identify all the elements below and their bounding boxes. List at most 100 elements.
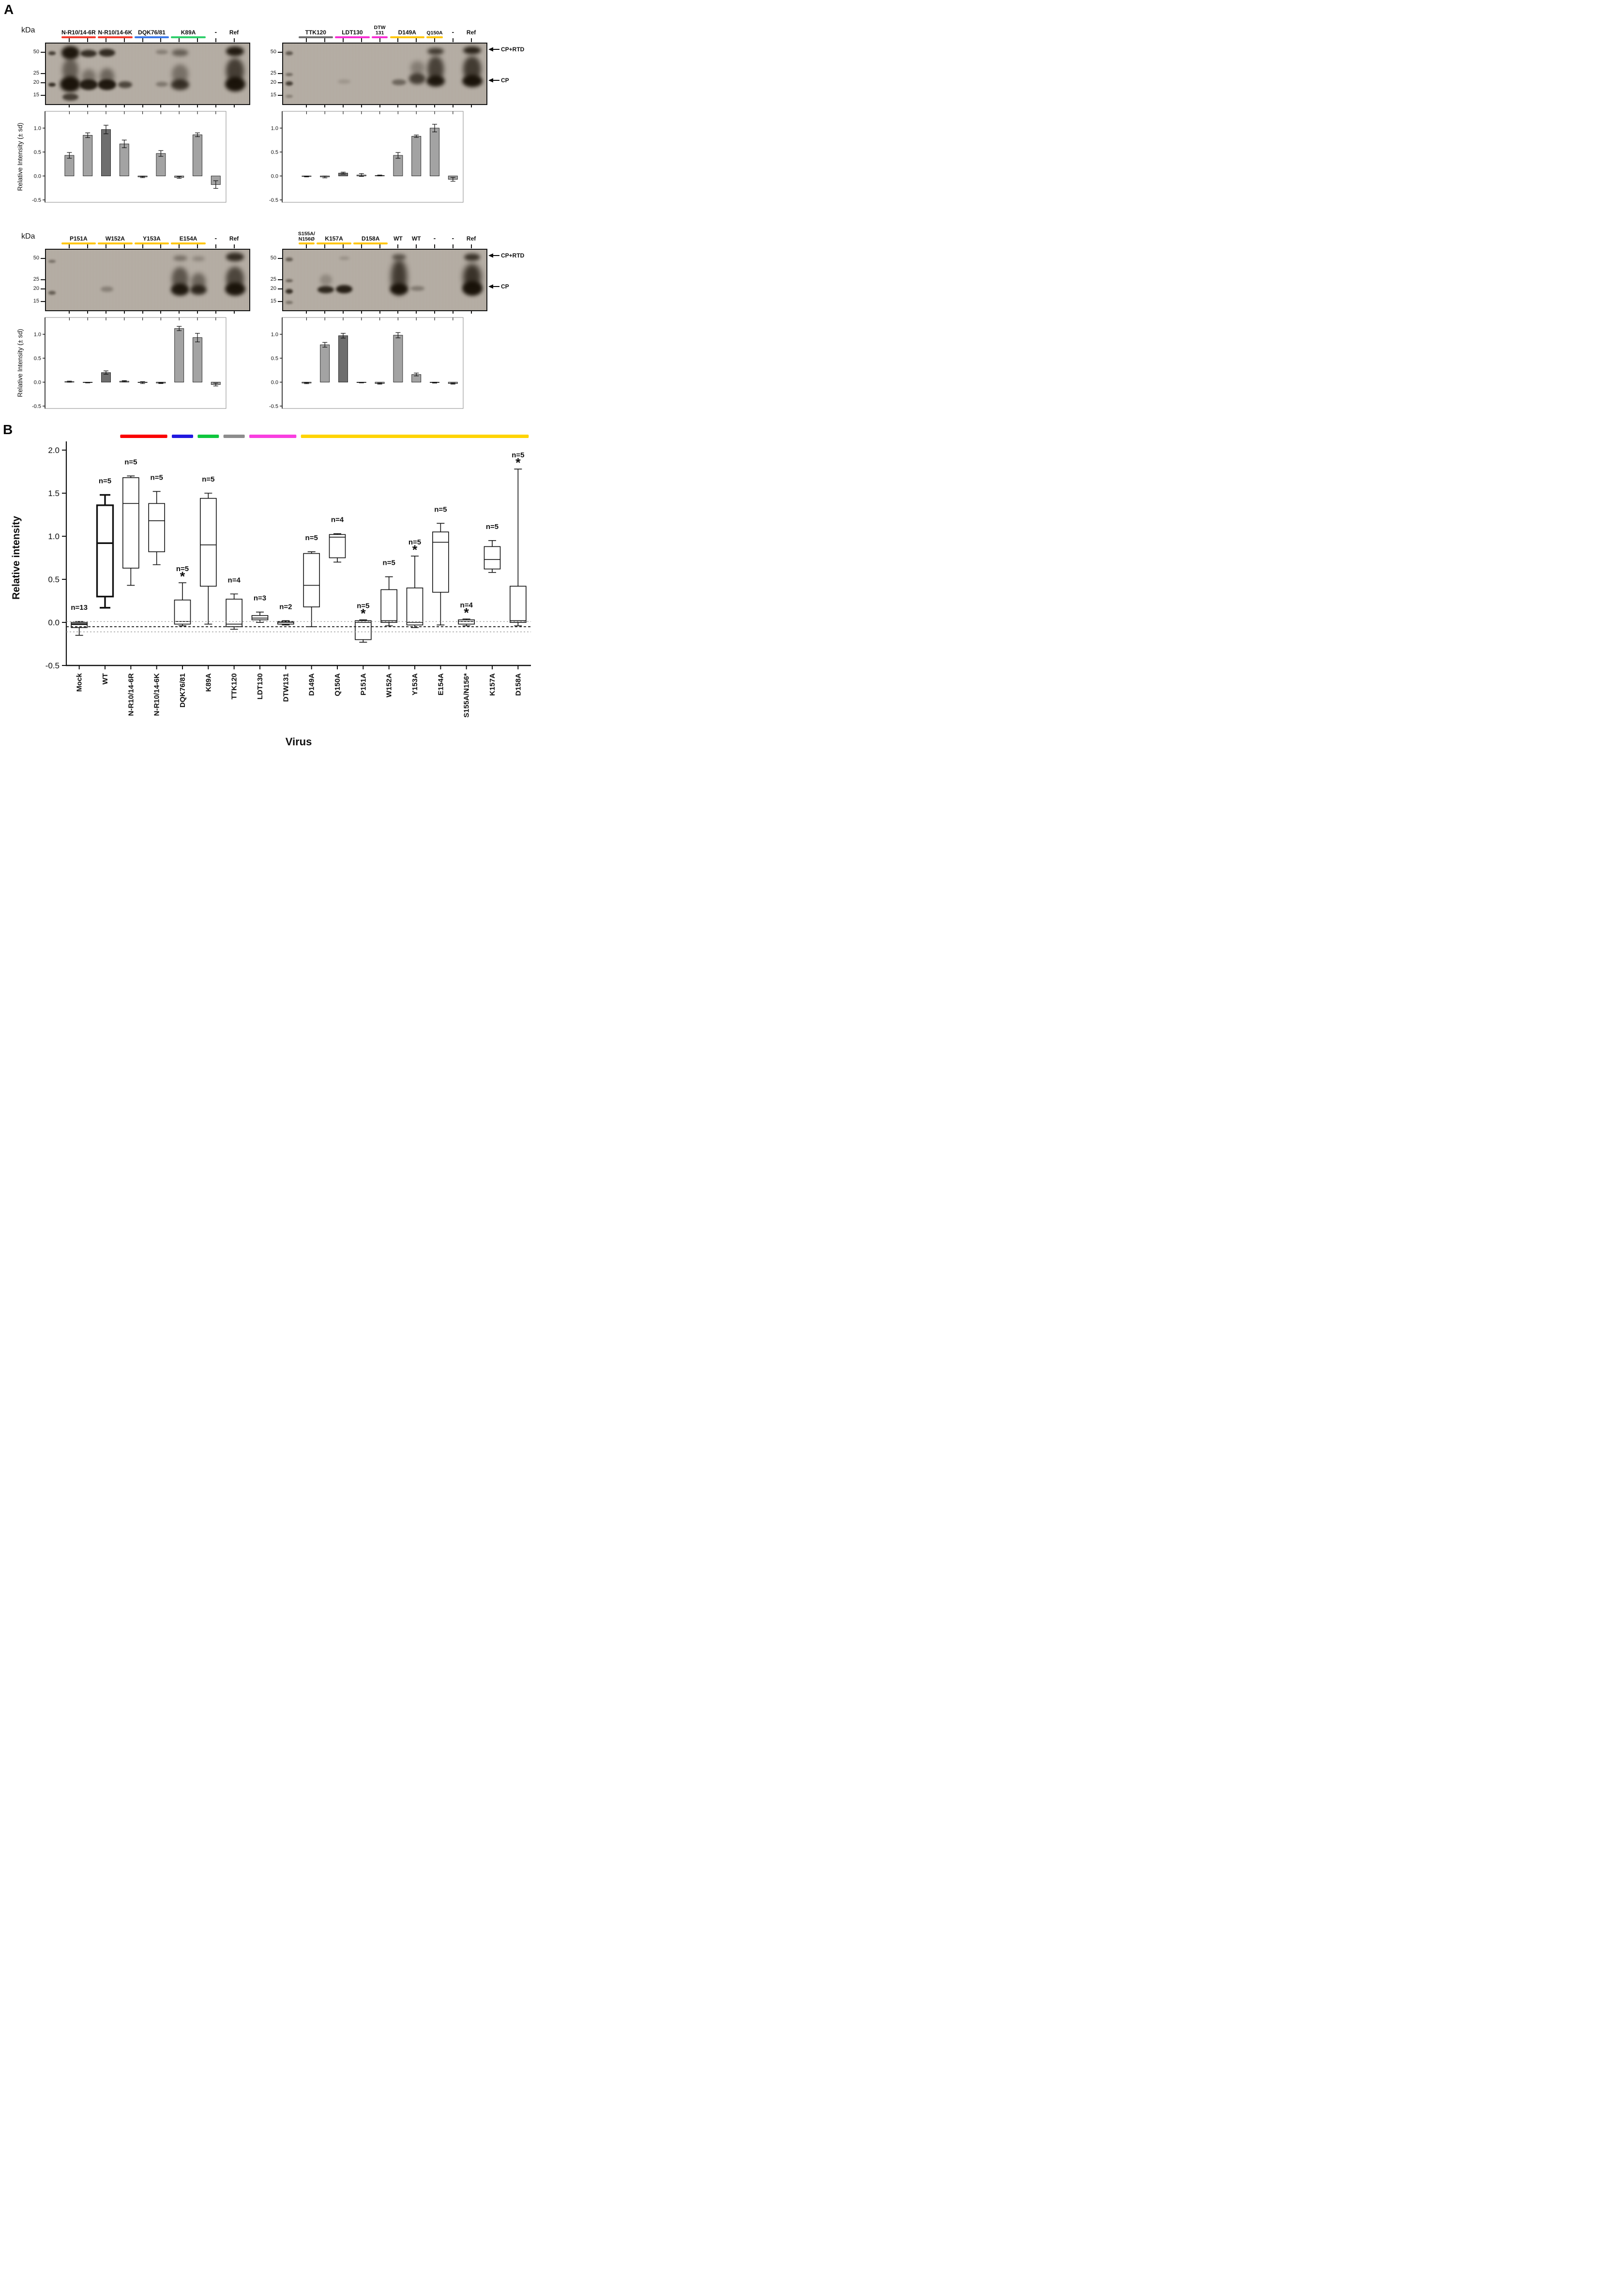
group-underline-top-left-3 bbox=[171, 36, 206, 38]
lane-tick-top bbox=[397, 244, 399, 248]
lane-group-label: K89A bbox=[181, 29, 196, 36]
kda-marker-tick bbox=[41, 301, 45, 302]
box bbox=[251, 615, 269, 620]
group-underline-bottom-left-0 bbox=[61, 242, 96, 244]
x-tick-label: D149A bbox=[308, 673, 316, 696]
x-tick-label: TTK120 bbox=[230, 673, 239, 699]
protein-band bbox=[192, 257, 205, 261]
lane-tick-bottom bbox=[361, 310, 362, 314]
protein-band bbox=[286, 81, 293, 86]
protein-band bbox=[286, 289, 293, 294]
y-axis-title: Relative intensity bbox=[11, 516, 22, 600]
kda-marker-label: 25 bbox=[33, 276, 39, 282]
intensity-bar bbox=[83, 135, 93, 177]
lane-tick-bottom bbox=[87, 310, 89, 314]
x-tick-label: P151A bbox=[359, 673, 367, 695]
group-color-segment-0 bbox=[120, 435, 167, 438]
left-arrow-icon bbox=[488, 284, 499, 288]
band-annotation-label: CP bbox=[501, 283, 509, 290]
boxplot-D149A bbox=[303, 551, 320, 627]
intensity-bar bbox=[119, 143, 129, 177]
lane-tick-top bbox=[361, 244, 362, 248]
western-blot-bottom-left bbox=[45, 249, 250, 311]
y-tick-label: 0.0 bbox=[34, 380, 41, 386]
protein-band bbox=[99, 48, 115, 57]
group-underline-top-right-1 bbox=[335, 36, 370, 38]
box bbox=[355, 620, 372, 640]
kda-marker-tick bbox=[41, 82, 45, 83]
kda-marker-label: 20 bbox=[270, 285, 276, 291]
box bbox=[380, 589, 397, 623]
lane-tick-bottom bbox=[361, 104, 362, 107]
lane-group-label: DTW 131 bbox=[374, 24, 386, 36]
intensity-bar bbox=[193, 337, 202, 383]
box bbox=[458, 619, 475, 625]
group-underline-bottom-left-1 bbox=[98, 242, 133, 244]
lane-group-label: E154A bbox=[179, 235, 197, 242]
lane-tick-bottom bbox=[179, 104, 180, 107]
y-tick-label: -0.5 bbox=[269, 197, 278, 203]
boxplot-WT bbox=[96, 494, 114, 609]
n-label: n=13 bbox=[71, 604, 88, 612]
kda-marker-tick bbox=[278, 73, 282, 74]
kda-marker-tick bbox=[278, 82, 282, 83]
kda-marker-label: 15 bbox=[33, 298, 39, 304]
lane-group-label: Ref bbox=[466, 29, 476, 36]
lane-tick-top bbox=[470, 244, 472, 248]
protein-band bbox=[226, 253, 244, 261]
lane-tick-bottom bbox=[142, 104, 143, 107]
arrow-head bbox=[488, 253, 493, 258]
lane-tick-bottom bbox=[470, 104, 472, 107]
y-tick-label: 1.0 bbox=[48, 532, 60, 541]
boxplot-DTW131 bbox=[277, 620, 294, 626]
protein-band bbox=[155, 50, 168, 54]
box bbox=[148, 503, 165, 552]
lane-group-label: K157A bbox=[325, 235, 343, 242]
kda-marker-label: 15 bbox=[270, 298, 276, 304]
y-tick-label: -0.5 bbox=[269, 404, 278, 409]
group-underline-bottom-right-2 bbox=[353, 242, 388, 244]
protein-band bbox=[390, 284, 408, 295]
n-label: n=4 bbox=[228, 576, 241, 584]
lane-tick-bottom bbox=[179, 310, 180, 314]
lane-group-label: - bbox=[214, 28, 217, 36]
protein-band bbox=[392, 79, 407, 85]
protein-band bbox=[464, 253, 481, 261]
lane-group-label: DQK76/81 bbox=[138, 29, 166, 36]
kda-marker-label: 20 bbox=[33, 79, 39, 85]
lane-group-label: D149A bbox=[398, 29, 416, 36]
kda-marker-tick bbox=[41, 288, 45, 289]
protein-band bbox=[409, 73, 425, 84]
lane-tick-top bbox=[434, 38, 435, 42]
y-tick-label: 1.5 bbox=[48, 489, 60, 498]
y-tick-label: -0.5 bbox=[45, 661, 60, 670]
lane-group-label: P151A bbox=[69, 235, 88, 242]
protein-band bbox=[173, 255, 187, 261]
band-annotation: CP bbox=[488, 77, 509, 84]
lane-tick-bottom bbox=[215, 104, 216, 107]
box bbox=[329, 534, 346, 559]
lane-group-label: Q150A bbox=[426, 30, 443, 36]
protein-band bbox=[171, 79, 190, 91]
lane-tick-bottom bbox=[379, 104, 380, 107]
lane-tick-top bbox=[142, 244, 143, 248]
lane-tick-bottom bbox=[434, 310, 435, 314]
lane-group-label: WT bbox=[393, 235, 403, 242]
arrow-head bbox=[488, 284, 493, 288]
significance-star: * bbox=[361, 606, 366, 621]
x-tick-label: S155A/N156* bbox=[463, 673, 471, 718]
lane-tick-bottom bbox=[379, 310, 380, 314]
lane-tick-top bbox=[343, 38, 344, 42]
chart-plot-box bbox=[282, 317, 464, 409]
lane-tick-top bbox=[123, 38, 125, 42]
protein-band bbox=[336, 285, 352, 293]
kda-marker-label: 50 bbox=[33, 49, 39, 55]
kda-marker-tick bbox=[41, 73, 45, 74]
boxplot-Q150A bbox=[329, 533, 346, 563]
y-tick-label: 0.0 bbox=[34, 174, 41, 180]
lane-tick-top bbox=[87, 38, 89, 42]
protein-band bbox=[338, 79, 350, 84]
lane-group-label: N-R10/14-6R bbox=[61, 29, 96, 36]
band-annotation-label: CP+RTD bbox=[501, 45, 525, 53]
x-tick-label: K157A bbox=[488, 673, 497, 696]
